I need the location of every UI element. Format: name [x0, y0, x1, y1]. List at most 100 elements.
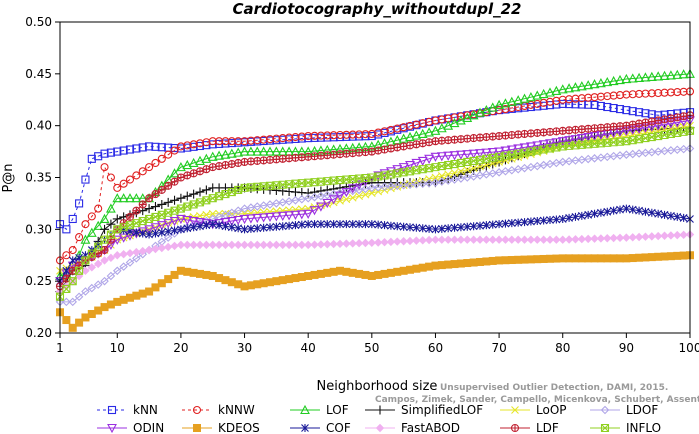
data-point — [425, 224, 433, 233]
data-point — [640, 72, 651, 82]
data-point — [354, 180, 365, 190]
data-point — [430, 152, 441, 162]
data-point — [476, 221, 484, 230]
data-point — [463, 165, 472, 174]
data-point — [335, 183, 345, 193]
data-point — [215, 221, 223, 230]
legend-entry-lof: LOF — [290, 403, 349, 417]
data-point — [291, 240, 300, 250]
data-point — [387, 221, 395, 230]
data-point — [253, 240, 262, 250]
data-point — [647, 147, 657, 157]
data-point — [291, 133, 300, 142]
data-point — [317, 220, 325, 229]
data-point — [163, 242, 173, 252]
data-point — [132, 171, 141, 180]
data-point — [577, 155, 587, 165]
data-point — [310, 240, 319, 249]
data-point — [253, 224, 262, 233]
data-point — [195, 155, 205, 165]
data-point — [182, 159, 193, 170]
legend-label: COF — [326, 421, 351, 434]
data-point — [557, 84, 568, 94]
data-point — [258, 213, 269, 223]
data-point — [367, 220, 376, 229]
data-point — [355, 130, 364, 139]
data-point — [660, 88, 669, 97]
data-point — [398, 133, 409, 143]
data-point — [628, 90, 637, 99]
data-point — [316, 186, 326, 196]
data-point — [309, 206, 320, 216]
data-point — [169, 216, 180, 227]
data-point — [437, 172, 446, 180]
data-point — [577, 211, 586, 220]
data-point — [208, 137, 217, 146]
data-point — [405, 161, 415, 171]
data-point — [125, 175, 135, 184]
y-tick-label: 0.20 — [25, 326, 52, 340]
data-point — [545, 87, 555, 97]
legend-marker — [600, 423, 610, 433]
data-point — [596, 101, 605, 111]
data-point — [74, 292, 84, 301]
x-tick-label: 50 — [364, 341, 379, 355]
data-point — [106, 219, 116, 229]
x-tick-label: 40 — [301, 341, 316, 355]
data-point — [443, 120, 454, 130]
data-point — [679, 230, 688, 240]
data-point — [450, 235, 459, 244]
data-point — [208, 240, 217, 250]
data-point — [151, 229, 160, 238]
data-point — [290, 210, 301, 220]
data-point — [164, 150, 173, 159]
data-point — [336, 196, 344, 205]
data-point — [239, 214, 250, 225]
data-point — [144, 204, 154, 214]
data-point — [596, 234, 606, 243]
data-point — [565, 95, 574, 104]
data-point — [100, 276, 109, 286]
data-point — [348, 239, 357, 248]
data-point — [285, 133, 294, 142]
data-point — [157, 228, 166, 237]
data-point — [576, 81, 587, 91]
data-point — [635, 108, 644, 117]
data-point — [628, 149, 638, 159]
data-point — [565, 100, 574, 109]
data-point — [507, 235, 517, 244]
data-point — [272, 134, 281, 143]
data-point — [399, 180, 408, 190]
data-point — [265, 146, 275, 156]
data-point — [335, 239, 345, 249]
data-point — [272, 240, 281, 250]
data-point — [144, 225, 155, 235]
data-point — [513, 144, 524, 154]
data-point — [296, 210, 307, 220]
data-point — [87, 283, 97, 293]
data-point — [641, 148, 650, 158]
data-point — [310, 187, 320, 197]
data-point — [373, 238, 383, 247]
data-point — [145, 194, 154, 203]
data-point — [641, 109, 650, 118]
data-point — [514, 218, 523, 227]
data-point — [93, 259, 103, 269]
data-point — [621, 73, 632, 84]
data-point — [385, 167, 396, 177]
data-point — [380, 221, 389, 230]
data-point — [342, 220, 351, 229]
data-point — [615, 105, 625, 114]
data-point — [583, 80, 594, 90]
data-point — [99, 213, 110, 224]
data-point — [226, 216, 237, 227]
data-point — [646, 71, 657, 81]
data-point — [227, 240, 237, 250]
y-tick-label: 0.40 — [25, 119, 52, 133]
data-point — [533, 235, 542, 244]
data-point — [513, 95, 524, 105]
data-point — [285, 221, 293, 230]
data-point — [170, 241, 179, 251]
data-point — [335, 191, 345, 201]
data-point — [399, 222, 408, 231]
